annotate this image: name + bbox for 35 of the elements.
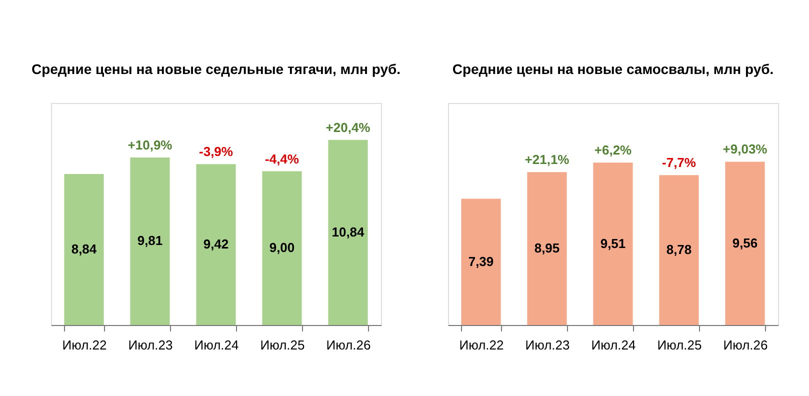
data-label: 7,39 (468, 254, 494, 269)
chart-title: Средние цены на новые седельные тягачи, млн руб. (31, 61, 401, 77)
data-label: 9,81 (137, 233, 163, 248)
x-tick-label: Июл.23 (525, 338, 570, 352)
x-tick-label: Июл.24 (194, 338, 239, 352)
annotation: -4,4% (265, 151, 300, 166)
bar (725, 162, 765, 325)
data-label: 8,84 (71, 242, 98, 257)
data-label: 9,56 (732, 235, 758, 250)
annotation: +6,2% (594, 142, 632, 158)
bar (527, 172, 567, 325)
data-label: 10,84 (332, 224, 366, 240)
x-tick-label: Июл.22 (459, 338, 504, 352)
data-label: 9,51 (600, 236, 626, 251)
x-tick-label: Июл.25 (657, 338, 702, 352)
x-tick-label: Июл.23 (128, 338, 173, 352)
annotation: +9,03% (722, 142, 768, 157)
annotation: +10,9% (128, 137, 173, 152)
bar (659, 175, 699, 325)
data-label: 9,42 (203, 236, 229, 252)
bar (593, 162, 633, 325)
x-tick-label: Июл.25 (260, 338, 305, 352)
x-tick-label: Июл.26 (723, 338, 768, 352)
bar (461, 198, 501, 325)
x-tick-label: Июл.26 (326, 338, 371, 352)
data-label: 9,00 (269, 240, 295, 256)
data-label: 8,78 (666, 242, 692, 258)
annotation: -7,7% (662, 155, 696, 170)
annotation: +21,1% (524, 152, 570, 168)
annotation: -3,9% (199, 144, 234, 160)
data-label: 8,95 (534, 240, 560, 256)
x-tick-label: Июл.22 (62, 338, 107, 352)
annotation: +20,4% (326, 120, 371, 135)
chart-title: Средние цены на новые самосвалы, млн руб. (452, 61, 774, 77)
x-tick-label: Июл.24 (591, 338, 636, 352)
